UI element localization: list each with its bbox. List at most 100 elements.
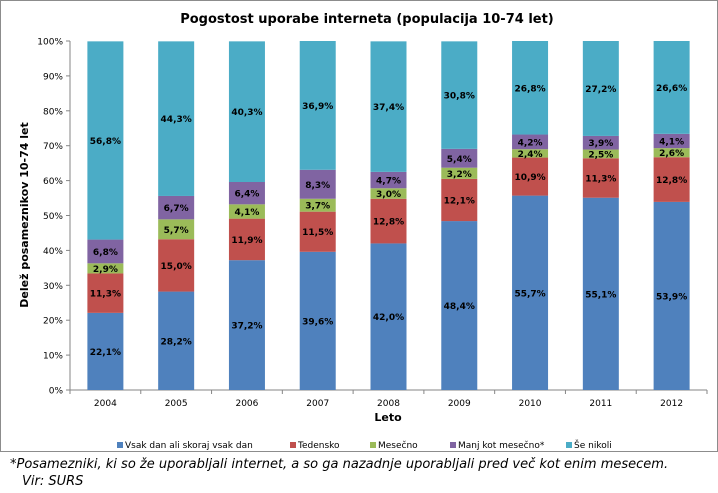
bar-segment [512, 195, 549, 390]
bar-segment [87, 312, 124, 390]
data-label: 12,8% [656, 176, 687, 186]
bar-segment [582, 135, 619, 150]
legend-entry: Tedensko [297, 441, 340, 451]
data-label: 4,7% [376, 177, 401, 187]
bar-segment [158, 219, 195, 240]
source-note: Vir: SURS [22, 474, 84, 489]
bar-segment [441, 178, 478, 222]
bar-segment [299, 211, 336, 252]
data-label: 26,6% [656, 84, 687, 94]
data-label: 4,1% [659, 137, 684, 147]
data-label: 39,6% [302, 317, 333, 327]
x-tick-label: 2011 [589, 399, 612, 409]
bar-segment [653, 201, 690, 390]
bar-segment [370, 243, 407, 390]
bar-segment [653, 148, 690, 158]
legend-swatch [450, 442, 456, 448]
data-label: 2,6% [659, 149, 684, 159]
bar-segment [228, 181, 265, 205]
x-tick-label: 2012 [660, 399, 683, 409]
bar-segment [158, 291, 195, 390]
bar-segment [653, 157, 690, 202]
bar-segment [582, 41, 619, 136]
data-label: 5,4% [447, 155, 472, 165]
data-label: 6,8% [93, 248, 118, 258]
data-label: 12,1% [444, 196, 475, 206]
bar-segment [158, 239, 195, 292]
bar-segment [158, 41, 195, 196]
bar-segment [87, 263, 124, 274]
data-label: 2,5% [588, 150, 613, 160]
bar-segment [512, 157, 549, 196]
x-axis-title: Leto [374, 411, 402, 424]
data-label: 3,0% [376, 190, 401, 200]
legend-entry: Mesečno [378, 440, 418, 451]
bar-segment [582, 197, 619, 390]
bar-segment [370, 198, 407, 244]
plot-area: 0% 10% 20% 30% 40% 50% 60% 70% 80% 90% 100% 22,1% 11… [37, 38, 708, 409]
data-label: 42,0% [373, 313, 404, 323]
bar-segment [299, 41, 336, 170]
chart-frame: Pogostost uporabe interneta (populacija … [0, 0, 718, 452]
legend-entry: Vsak dan ali skoraj vsak dan [125, 441, 253, 451]
data-label: 3,7% [305, 202, 330, 212]
bar-segment [512, 149, 549, 158]
data-label: 8,3% [305, 181, 330, 191]
data-label: 2,4% [518, 150, 543, 160]
data-label: 37,4% [373, 103, 404, 113]
bar-segment [299, 251, 336, 390]
y-tick-label: 70% [43, 142, 63, 152]
stacked-bar-chart: Pogostost uporabe interneta (populacija … [0, 0, 718, 452]
x-tick-label: 2004 [94, 399, 117, 409]
data-label: 11,9% [231, 236, 262, 246]
bar-segment [228, 41, 265, 182]
y-tick-label: 50% [43, 212, 63, 222]
data-label: 37,2% [231, 322, 262, 332]
data-label: 56,8% [90, 137, 121, 147]
data-label: 4,1% [234, 208, 259, 218]
bar-segment [370, 188, 407, 199]
footnote: *Posamezniki, ki so že uporabljali inter… [10, 457, 669, 472]
bar-segment [87, 41, 124, 240]
bar-segment [653, 41, 690, 134]
data-label: 5,7% [164, 226, 189, 236]
legend-swatch [290, 442, 296, 448]
bar-segment [299, 169, 336, 199]
x-tick-label: 2007 [306, 399, 329, 409]
legend-swatch [370, 442, 376, 448]
legend-entry: Še nikoli [574, 439, 612, 451]
x-tick-label: 2009 [448, 399, 471, 409]
data-label: 22,1% [90, 348, 121, 358]
bar-segment [370, 41, 407, 172]
data-label: 3,9% [588, 139, 613, 149]
data-label: 11,3% [585, 174, 616, 184]
bar-segment [158, 195, 195, 220]
y-tick-label: 10% [43, 352, 63, 362]
bar-segment [87, 239, 124, 264]
data-label: 6,4% [234, 190, 259, 200]
y-tick-label: 30% [43, 282, 63, 292]
data-label: 15,0% [161, 262, 192, 272]
data-label: 40,3% [231, 108, 262, 118]
x-tick-label: 2005 [165, 399, 188, 409]
x-tick-label: 2010 [519, 399, 542, 409]
data-label: 27,2% [585, 85, 616, 95]
bar-segment [441, 167, 478, 179]
bar-segment [441, 41, 478, 149]
data-label: 48,4% [444, 302, 475, 312]
legend-swatch [566, 442, 572, 448]
data-label: 2,9% [93, 265, 118, 275]
bar-segment [441, 221, 478, 390]
data-label: 4,2% [518, 138, 543, 148]
y-tick-label: 100% [37, 38, 63, 48]
data-label: 3,2% [447, 170, 472, 180]
bar-segment [582, 149, 619, 159]
data-label: 10,9% [514, 173, 545, 183]
bar-segment [87, 273, 124, 313]
y-tick-label: 80% [43, 107, 63, 117]
data-label: 44,3% [161, 115, 192, 125]
data-label: 11,5% [302, 228, 333, 238]
data-label: 55,1% [585, 290, 616, 300]
bar-segment [228, 218, 265, 261]
data-label: 30,8% [444, 92, 475, 102]
